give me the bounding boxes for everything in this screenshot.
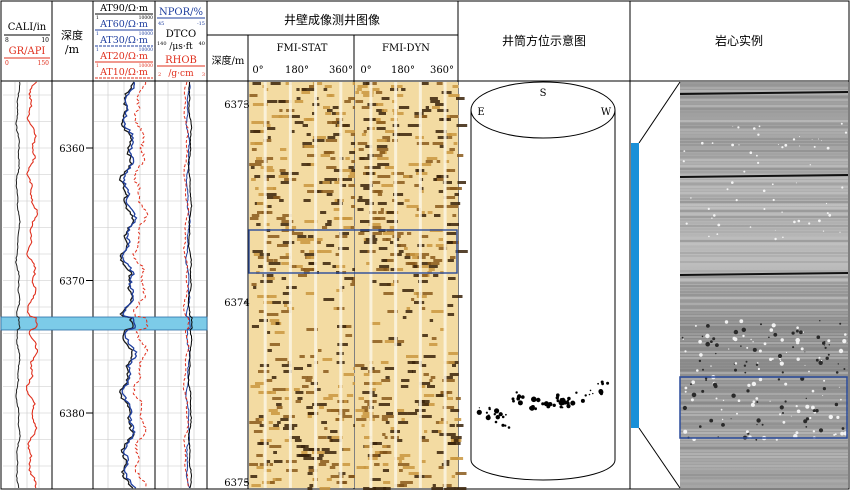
- compass-west: W: [601, 107, 612, 118]
- fmi-stat-label: FMI-STAT: [277, 43, 328, 54]
- core-interval-bar: [631, 143, 639, 428]
- cali-max: 10: [41, 37, 49, 44]
- vug-dots: [476, 380, 610, 429]
- svg-text:360°: 360°: [329, 65, 353, 76]
- core-box: [679, 376, 848, 439]
- npor-curve: [185, 81, 191, 489]
- dtco-curve: [187, 81, 193, 489]
- image-depth-tick: 6374: [224, 298, 249, 309]
- cali-min: 8: [5, 37, 9, 44]
- svg-text:10000: 10000: [139, 47, 153, 53]
- svg-text:0°: 0°: [360, 65, 371, 76]
- fmi-dyn-label: FMI-DYN: [382, 43, 430, 54]
- well-image-title: 井壁成像测井图像: [284, 12, 380, 27]
- dtco-unit: /μs·ft: [169, 42, 193, 52]
- svg-text:1: 1: [96, 31, 99, 37]
- svg-text:3: 3: [202, 72, 205, 78]
- at10-curve: [132, 82, 149, 489]
- depth-tick-label: 6380: [59, 409, 84, 420]
- at60-curve: [121, 81, 138, 489]
- at10-label: AT10/Ω·m: [99, 67, 148, 78]
- fmi-box: [248, 229, 458, 274]
- interval-highlight: [0, 316, 208, 331]
- svg-text:140: 140: [157, 41, 167, 47]
- at30-label: AT30/Ω·m: [99, 35, 148, 46]
- rhob-curve: [182, 81, 190, 489]
- at20-label: AT20/Ω·m: [99, 51, 148, 62]
- depth-tick-label: 6370: [59, 277, 84, 288]
- gr-min: 0: [5, 60, 9, 67]
- fmi-dyn-image: [355, 82, 468, 490]
- compass-south: S: [540, 88, 547, 99]
- svg-text:10000: 10000: [139, 15, 153, 21]
- gr-curve: [25, 81, 39, 489]
- depth-unit: /m: [65, 43, 80, 56]
- npor-label: NPOR/%: [159, 7, 203, 18]
- svg-text:0°: 0°: [252, 65, 263, 76]
- depth-label: 深度: [61, 28, 83, 42]
- gr-label: GR/API: [9, 46, 46, 57]
- core-title: 岩心实例: [715, 33, 763, 48]
- svg-text:40: 40: [199, 41, 205, 47]
- rhob-unit: /g·cm: [168, 69, 194, 79]
- svg-text:2: 2: [158, 72, 161, 78]
- svg-text:10000: 10000: [139, 63, 153, 69]
- svg-text:1: 1: [96, 47, 99, 53]
- depth-tick-label: 6360: [59, 144, 84, 155]
- svg-text:360°: 360°: [430, 65, 454, 76]
- cali-label: CALI/in: [8, 22, 47, 33]
- compass-east: E: [477, 107, 484, 118]
- svg-text:180°: 180°: [391, 65, 415, 76]
- rhob-label: RHOB: [165, 55, 197, 66]
- image-depth-tick: 6373: [224, 100, 249, 111]
- image-depth-tick: 6375: [224, 478, 249, 489]
- svg-text:1: 1: [96, 15, 99, 21]
- at90-curve: [118, 81, 135, 489]
- svg-text:180°: 180°: [285, 65, 309, 76]
- cali-curve: [15, 81, 21, 489]
- at90-label: AT90/Ω·m: [99, 3, 148, 14]
- fmi-stat-image: [249, 82, 366, 490]
- at60-label: AT60/Ω·m: [99, 19, 148, 30]
- orientation-title: 井筒方位示意图: [502, 33, 586, 48]
- gr-max: 150: [38, 60, 50, 67]
- svg-text:1: 1: [96, 63, 99, 69]
- dtco-label: DTCO: [166, 29, 197, 40]
- core-photo: [679, 82, 849, 488]
- borehole-cylinder: S E W: [470, 81, 616, 481]
- svg-text:10000: 10000: [139, 31, 153, 37]
- svg-text:-15: -15: [197, 21, 205, 27]
- image-depth-label: 深度/m: [212, 54, 245, 67]
- svg-text:45: 45: [158, 21, 164, 27]
